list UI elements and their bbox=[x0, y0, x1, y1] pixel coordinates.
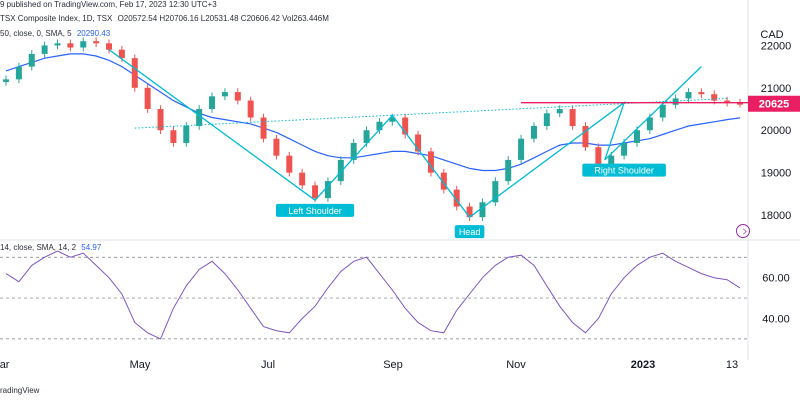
candle-body bbox=[312, 185, 319, 199]
candle-body bbox=[402, 117, 409, 135]
time-tick-label: Jul bbox=[261, 359, 275, 371]
logo-icon[interactable] bbox=[736, 224, 750, 238]
price-tick-label: 22000 bbox=[761, 40, 792, 52]
candle-body bbox=[15, 66, 22, 80]
candle-body bbox=[595, 147, 602, 165]
legend-row: TSX Composite Index, 1D, TSX O20572.54 H… bbox=[0, 14, 332, 23]
candle-body bbox=[698, 92, 705, 95]
time-tick-label: Mar bbox=[0, 359, 10, 371]
candle-body bbox=[427, 151, 434, 173]
candle-body bbox=[209, 96, 216, 110]
candle-body bbox=[376, 121, 383, 131]
candle-body bbox=[299, 172, 306, 186]
published-note: 9 published on TradingView.com, Feb 17, … bbox=[0, 0, 217, 9]
candle-body bbox=[286, 155, 293, 173]
time-tick-label: May bbox=[130, 359, 151, 371]
rsi-params[interactable]: 14, close, SMA, 14, 2 bbox=[0, 243, 77, 252]
candle-body bbox=[196, 109, 203, 126]
annotation-box bbox=[582, 163, 666, 177]
annotation-label: Right Shoulder bbox=[594, 166, 654, 176]
ma-line bbox=[5, 53, 741, 172]
candle-body bbox=[106, 43, 113, 50]
rsi-value: 54.97 bbox=[81, 243, 102, 252]
candle-body bbox=[80, 41, 87, 48]
candle-body bbox=[737, 102, 743, 105]
candle-body bbox=[234, 92, 241, 101]
tradingview-brand: radingView bbox=[0, 386, 40, 395]
candle-body bbox=[685, 92, 692, 99]
candle-body bbox=[466, 206, 473, 218]
rsi-line bbox=[5, 250, 741, 340]
ohlc-values: O20572.54 H20706.16 L20531.48 C20606.42 … bbox=[117, 14, 329, 23]
candle-body bbox=[54, 43, 61, 46]
candle-body bbox=[633, 130, 640, 143]
candle-body bbox=[389, 117, 396, 122]
candle-body bbox=[350, 142, 357, 160]
rsi-legend: 14, close, SMA, 14, 2 54.97 bbox=[0, 243, 104, 252]
candle-body bbox=[118, 49, 125, 59]
rsi-tick-label: 40.00 bbox=[762, 313, 790, 325]
ma-params[interactable]: 50, close, 0, SMA, 5 bbox=[0, 29, 72, 38]
candle-body bbox=[556, 109, 563, 114]
time-tick-label: Sep bbox=[383, 359, 403, 371]
last-price-badge bbox=[748, 95, 800, 112]
annotation-box bbox=[454, 225, 485, 239]
candle-body bbox=[659, 104, 666, 118]
symbol-label[interactable]: TSX Composite Index, 1D, TSX bbox=[0, 14, 113, 23]
candle-body bbox=[337, 159, 344, 182]
time-tick-label: 2023 bbox=[631, 359, 655, 371]
candle-body bbox=[41, 45, 48, 54]
candle-body bbox=[247, 100, 254, 118]
annotation-label: Head bbox=[459, 227, 481, 237]
candle-body bbox=[363, 130, 370, 143]
candle-body bbox=[724, 100, 731, 103]
candle-body bbox=[569, 109, 576, 126]
candle-body bbox=[621, 142, 628, 156]
candle-body bbox=[582, 126, 589, 148]
candle-body bbox=[183, 126, 190, 143]
candle-body bbox=[144, 87, 151, 110]
candle-body bbox=[530, 126, 537, 139]
annotation-label: Left Shoulder bbox=[288, 206, 342, 216]
time-tick-label: 13 bbox=[726, 359, 738, 371]
candle-body bbox=[67, 43, 74, 48]
price-tick-label: 18000 bbox=[761, 210, 792, 222]
candle-body bbox=[440, 172, 447, 190]
last-price-label: 20625 bbox=[759, 99, 790, 111]
dotted-trendline bbox=[134, 97, 728, 129]
candle-body bbox=[170, 130, 177, 143]
candle-body bbox=[221, 92, 228, 97]
price-tick-label: 19000 bbox=[761, 168, 792, 180]
candle-body bbox=[543, 113, 550, 126]
annotation-box bbox=[275, 203, 355, 217]
candle-body bbox=[93, 41, 100, 44]
candle-body bbox=[131, 58, 138, 88]
candle-body bbox=[273, 138, 280, 156]
head-shoulders-pattern bbox=[108, 49, 702, 219]
candle-body bbox=[3, 79, 9, 82]
candle-body bbox=[415, 134, 422, 152]
candle-body bbox=[608, 155, 615, 165]
candle-body bbox=[711, 94, 718, 101]
candle-body bbox=[324, 181, 331, 199]
candle-body bbox=[28, 53, 35, 67]
time-tick-label: Nov bbox=[506, 359, 526, 371]
candle-body bbox=[646, 117, 653, 131]
candle-body bbox=[492, 181, 499, 203]
candle-body bbox=[672, 98, 679, 105]
candle-body bbox=[505, 159, 512, 182]
candle-body bbox=[453, 189, 460, 207]
rsi-tick-label: 60.00 bbox=[762, 273, 790, 285]
price-tick-label: 20000 bbox=[761, 125, 792, 137]
candle-body bbox=[518, 138, 525, 160]
candle-body bbox=[260, 117, 267, 139]
currency-label: CAD bbox=[760, 29, 783, 41]
price-tick-label: 21000 bbox=[761, 83, 792, 95]
ma-value: 20290.43 bbox=[76, 29, 111, 38]
ma-legend: 50, close, 0, SMA, 5 20290.43 bbox=[0, 29, 113, 38]
candle-body bbox=[157, 109, 164, 131]
candle-body bbox=[479, 202, 486, 218]
